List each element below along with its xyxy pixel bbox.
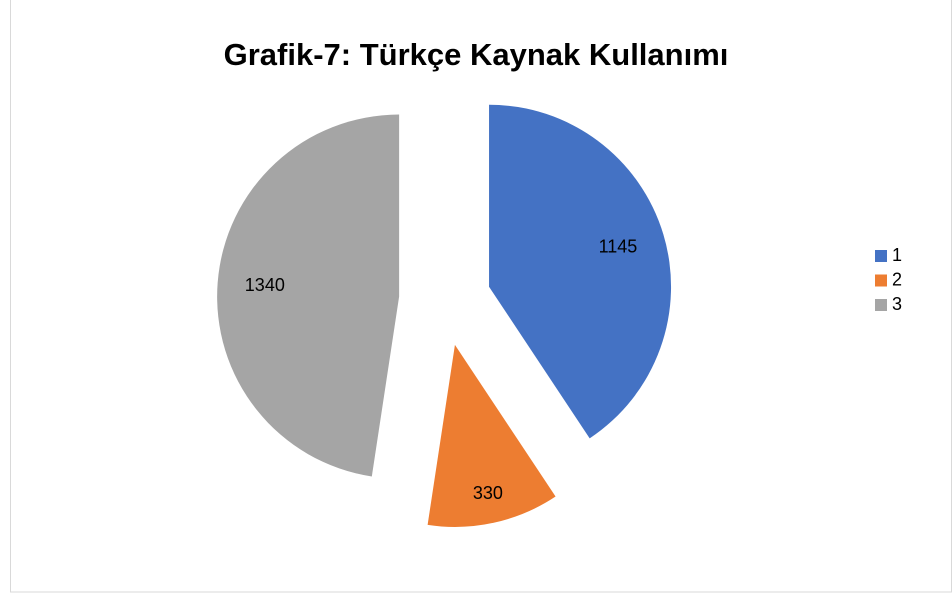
legend-label: 1 bbox=[892, 245, 902, 265]
legend-label: 3 bbox=[892, 294, 902, 314]
data-label: 1145 bbox=[599, 237, 638, 257]
data-label: 330 bbox=[473, 483, 503, 503]
legend-swatch bbox=[875, 250, 887, 262]
pie-slice bbox=[489, 104, 672, 439]
pie-slice bbox=[217, 114, 400, 477]
chart-title: Grafik-7: Türkçe Kaynak Kullanımı bbox=[224, 37, 729, 72]
pie-slice bbox=[427, 344, 556, 527]
legend-swatch bbox=[875, 299, 887, 311]
legend-swatch bbox=[875, 274, 887, 287]
legend-label: 2 bbox=[892, 269, 902, 289]
data-label: 1340 bbox=[245, 275, 285, 295]
